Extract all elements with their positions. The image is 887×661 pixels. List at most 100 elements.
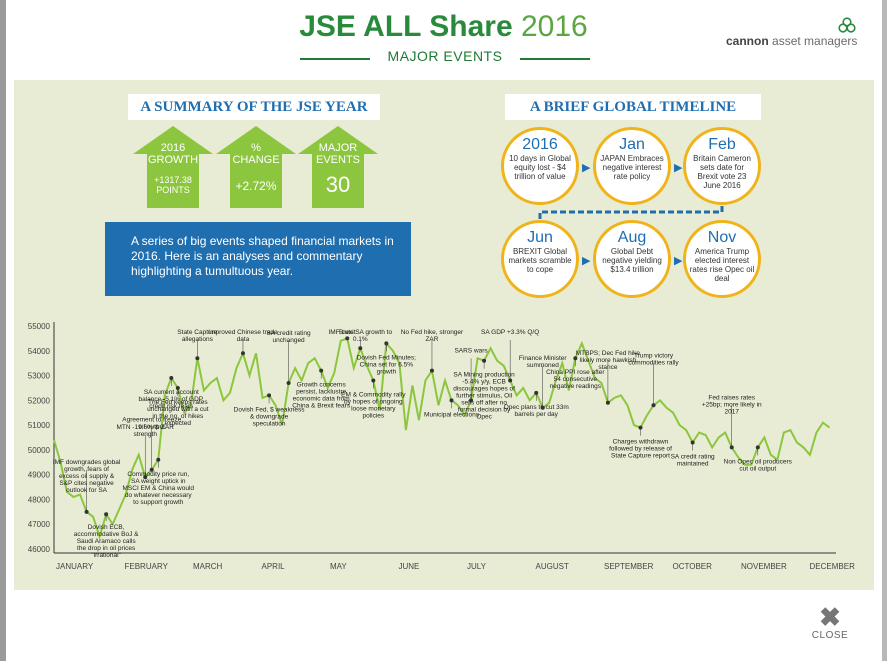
annotation-line: allegations <box>182 336 214 343</box>
series-line <box>53 337 831 540</box>
annotation-line: Brexit <box>339 329 356 336</box>
x-tick-label: JULY <box>467 562 487 571</box>
annotation-line: data <box>237 336 250 343</box>
x-tick-label: OCTOBER <box>673 562 713 571</box>
annotation-line: accommodative BoJ & <box>74 531 139 538</box>
annotation-line: +25bp; more likely in <box>702 401 762 408</box>
annotation-line: Commodity price run, <box>127 471 189 478</box>
x-tick-label: JANUARY <box>56 562 94 571</box>
events-arrow <box>298 126 378 208</box>
annotation-text: Brexit <box>339 329 356 336</box>
annotation-line: stance <box>598 364 618 371</box>
annotation-text: Dovish Fed Minutes; China set for 6.5% gro… <box>357 354 416 375</box>
arrow-right-icon: ▶ <box>674 162 683 174</box>
window-right-edge <box>882 0 887 661</box>
annotation-text: SA credit rating maintained <box>671 453 715 467</box>
y-tick-label: 55000 <box>28 322 51 331</box>
title-text: JSE ALL Share <box>299 10 513 43</box>
annotation-line: discourages hopes of <box>453 386 515 393</box>
annotation-text: Dovish ECB, accommodative BoJ & Saudi Aram… <box>74 524 139 559</box>
summary-title: A SUMMARY OF THE JSE YEAR <box>128 94 380 120</box>
annotation-line: Municipal elections <box>424 411 480 418</box>
annotation-line: oil output <box>139 424 166 431</box>
annotation-text: SA GDP +3.3% Q/Q <box>481 329 539 336</box>
annotation-text: The Fed keeps rates unchanged with a cut i… <box>147 399 209 427</box>
annotation-line: summoned <box>527 362 560 369</box>
page-subtitle: MAJOR EVENTS <box>387 48 503 64</box>
annotation-line: followed by release of <box>609 446 672 453</box>
close-label: CLOSE <box>811 630 849 641</box>
close-x-icon[interactable]: ✖ <box>819 602 841 632</box>
annotation-line: Dovish Fed, $ weakness <box>234 406 306 413</box>
annotation-line: in the no. of hikes <box>152 413 204 420</box>
annotation-line: excess oil supply & <box>59 473 115 480</box>
annotation-line: negative readings <box>550 383 602 390</box>
annotation-dot <box>149 467 154 472</box>
annotation-line: ZAR <box>425 336 438 343</box>
annotation-text: Finance Minister summoned <box>519 355 568 369</box>
trefoil-logo-icon <box>838 17 856 33</box>
annotation-dot <box>104 512 109 517</box>
timeline-item-jan: Jan JAPAN Embraces negative interest rate… <box>593 127 671 205</box>
y-tick-label: 50000 <box>28 446 51 455</box>
annotation-line: MTBPS; Dec Fed hike <box>576 350 641 357</box>
y-tick-label: 53000 <box>28 372 51 381</box>
y-tick-label: 47000 <box>28 520 51 529</box>
page-title: JSE ALL Share 2016 <box>0 10 887 44</box>
brand-name: cannon <box>726 34 769 48</box>
annotation-text: MTN -19.6% & ZAR strength <box>117 424 175 438</box>
annotation-line: SA current account <box>144 389 199 396</box>
growth-value: +1317.38 POINTS <box>154 175 192 195</box>
annotation-dot <box>729 445 734 450</box>
brand-logo: cannon asset managers <box>726 34 857 48</box>
annotation-line: do whatever necessary <box>125 492 193 499</box>
annotation-text: SA Mining production -5.4% y/y, ECB discou… <box>453 372 515 421</box>
window-left-edge <box>0 0 6 661</box>
annotation-line: Charges withdrawn <box>613 439 669 446</box>
annotation-line: S&P cites negative <box>59 480 114 487</box>
y-tick-label: 49000 <box>28 471 51 480</box>
arrow-right-icon: ▶ <box>674 255 683 267</box>
annotation-line: persist, lacklustre <box>296 389 347 396</box>
annotation-line: SA Mining production <box>453 372 515 379</box>
growth-label: 2016 GROWTH <box>147 142 199 166</box>
x-tick-label: JUNE <box>399 562 420 571</box>
annotation-line: Fed raises rates <box>708 394 755 401</box>
annotation-line: SA GDP +3.3% Q/Q <box>481 329 539 336</box>
events-value: 30 <box>325 172 351 197</box>
annotation-line: Opec plans to cut 33m <box>504 404 569 411</box>
annotation-line: unchanged with a cut <box>147 406 209 413</box>
arrow-right-icon: ▶ <box>582 255 591 267</box>
x-tick-label: FEBRUARY <box>125 562 169 571</box>
annotation-text: Dovish Fed, $ weakness & downgrade specula… <box>234 406 306 427</box>
annotation-line: maintained <box>677 460 709 467</box>
events-label: MAJOR EVENTS <box>315 142 360 166</box>
annotation-line: commodities rally <box>628 359 679 366</box>
annotation-dot <box>195 356 200 361</box>
annotation-line: MTN -19.6% & ZAR <box>117 424 175 431</box>
annotation-line: by hopes of ongoing <box>344 399 403 406</box>
x-tick-label: DECEMBER <box>810 562 856 571</box>
annotation-dot <box>156 457 161 462</box>
annotation-line: the drop in oil prices <box>77 545 136 552</box>
annotation-line: strength <box>133 431 157 438</box>
annotation-line: policies <box>362 413 384 420</box>
annotation-line: -5.4% y/y, ECB <box>462 379 506 386</box>
annotation-line: balance -5.1% of GDP, <box>138 396 204 403</box>
timeline-item-feb: Feb Britain Cameron sets date for Brexit … <box>683 127 761 205</box>
annotation-line: barrels per day <box>515 411 559 418</box>
annotation-line: Opec <box>476 414 492 421</box>
annotation-line: further stimulus, Oil <box>456 393 513 400</box>
annotation-line: IMF cuts SA growth to <box>328 329 392 336</box>
annotation-line: Dovish ECB, <box>88 524 125 531</box>
annotation-line: credit risk fears <box>149 403 194 410</box>
annotation-line: The Fed keeps rates <box>148 399 208 406</box>
change-value: +2.72% <box>235 179 277 193</box>
annotation-line: loose monetary <box>351 406 396 413</box>
close-button[interactable]: ✖ CLOSE <box>810 604 850 641</box>
annotation-line: 0.1% <box>353 336 368 343</box>
annotation-text: MTBPS; Dec Fed hike likely more hawkish st… <box>576 350 641 371</box>
annotation-text: Charges withdrawn followed by release of S… <box>609 439 672 460</box>
x-tick-label: MARCH <box>193 562 223 571</box>
annotation-text: SA credit rating unchanged <box>267 330 311 344</box>
